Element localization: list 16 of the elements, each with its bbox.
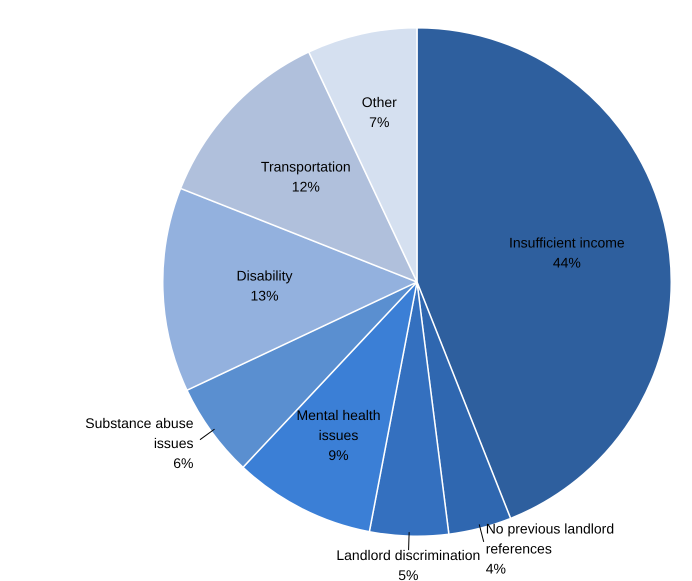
data-label: 13% <box>250 288 279 304</box>
slice-label: Disability <box>236 268 293 284</box>
slice-label: Transportation <box>260 158 351 174</box>
data-label: 12% <box>292 178 320 194</box>
slice-label: Substance abuse issues <box>85 415 194 452</box>
slice-label: Insufficient income <box>508 234 625 250</box>
slice-label: Other <box>362 94 398 110</box>
data-label: 4% <box>486 560 506 576</box>
slice-label: No previous landlord references <box>486 520 614 556</box>
data-label: 5% <box>398 566 418 581</box>
slice-label: Mental health issues <box>296 406 381 443</box>
data-label: 9% <box>328 446 349 463</box>
data-label: 44% <box>552 254 581 270</box>
data-label: 6% <box>173 455 194 472</box>
data-label: 7% <box>369 114 390 130</box>
slice-label: Landlord discrimination <box>336 546 480 563</box>
